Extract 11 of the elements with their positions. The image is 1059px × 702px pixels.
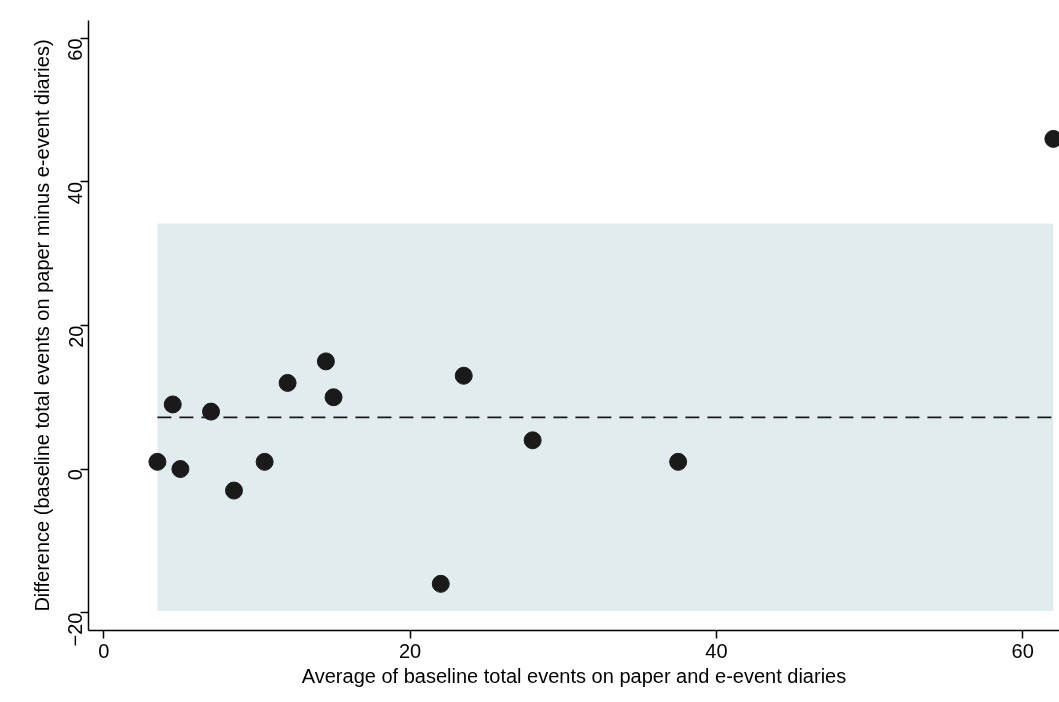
x-axis-title: Average of baseline total events on paper and e-event diaries [301,664,847,687]
y-tick-label: −20 [64,612,87,647]
y-axis-title: Difference (baseline total events on paper minus e-event diaries) [30,39,53,612]
x-tick-label: 60 [1011,639,1034,662]
y-tick-label: 60 [64,38,87,61]
x-tick-label: 20 [399,639,422,662]
y-tick-label: 20 [64,325,87,348]
y-tick-label: 0 [64,469,87,481]
x-tick-label: 40 [705,639,728,662]
y-tick-label: 40 [64,181,87,205]
x-tick-label: 0 [98,639,110,662]
